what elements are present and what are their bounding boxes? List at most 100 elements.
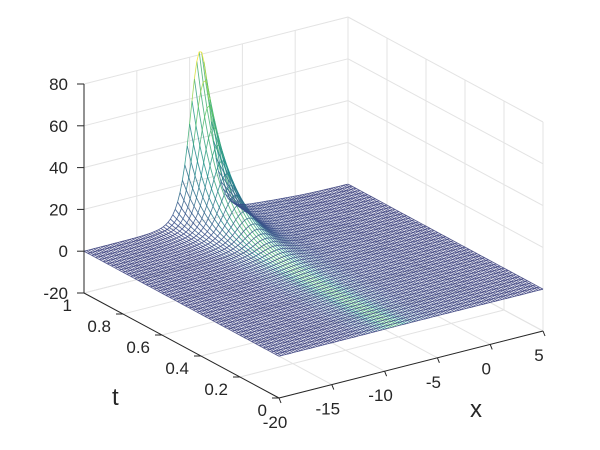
surface-segment: [276, 262, 279, 265]
surface-segment: [359, 297, 362, 299]
surface-segment: [309, 291, 313, 293]
surface-segment: [267, 348, 270, 351]
surface-segment: [391, 295, 394, 297]
surface-segment: [374, 280, 378, 282]
surface-segment: [281, 295, 285, 297]
surface-segment: [369, 260, 372, 262]
surface-segment: [421, 306, 425, 308]
surface-segment: [278, 305, 282, 308]
surface-segment: [473, 281, 476, 283]
surface-segment: [310, 287, 314, 290]
surface-segment: [321, 277, 325, 280]
surface-segment: [416, 292, 420, 294]
surface-segment: [271, 232, 275, 235]
surface-segment: [363, 249, 366, 251]
surface-segment: [308, 313, 311, 316]
surface-segment: [272, 313, 275, 315]
surface-segment: [351, 318, 355, 320]
surface-segment: [421, 315, 424, 317]
surface-segment: [398, 268, 401, 271]
surface-segment: [533, 290, 536, 292]
surface-segment: [469, 254, 472, 256]
surface-segment: [493, 278, 497, 281]
surface-segment: [519, 284, 522, 287]
surface-segment: [491, 298, 494, 300]
surface-segment: [281, 329, 284, 332]
surface-segment: [424, 231, 427, 234]
surface-segment: [398, 274, 402, 277]
surface-segment: [251, 275, 254, 277]
surface-segment: [323, 287, 327, 289]
surface-segment: [211, 273, 215, 275]
surface-segment: [231, 324, 235, 326]
surface-segment: [446, 291, 449, 293]
surface-segment: [445, 300, 449, 302]
surface-segment: [289, 254, 292, 256]
surface-segment: [427, 301, 430, 304]
surface-segment: [434, 269, 437, 271]
surface-segment: [307, 291, 310, 294]
surface-segment: [368, 220, 372, 223]
surface-segment: [246, 317, 250, 319]
surface-segment: [387, 249, 391, 252]
surface-segment: [364, 222, 367, 224]
surface-segment: [131, 262, 135, 265]
surface-segment: [129, 263, 133, 265]
surface-segment: [265, 258, 269, 261]
surface-segment: [366, 310, 370, 313]
surface-segment: [353, 311, 356, 313]
surface-segment: [460, 302, 464, 305]
surface-segment: [247, 247, 251, 251]
surface-segment: [334, 216, 337, 219]
surface-segment: [304, 292, 308, 294]
surface-segment: [247, 233, 251, 237]
surface-segment: [267, 289, 271, 292]
surface-segment: [443, 236, 446, 238]
surface-segment: [182, 284, 185, 286]
surface-segment: [267, 324, 270, 326]
surface-segment: [425, 277, 428, 280]
surface-segment: [246, 292, 250, 294]
surface-segment: [440, 236, 444, 239]
surface-segment: [157, 274, 161, 277]
surface-segment: [341, 295, 345, 297]
surface-segment: [155, 281, 159, 283]
surface-segment: [444, 312, 448, 315]
surface-segment: [206, 274, 210, 276]
surface-segment: [322, 294, 325, 296]
surface-segment: [349, 219, 352, 221]
surface-segment: [294, 323, 297, 325]
surface-segment: [402, 320, 405, 322]
surface-segment: [231, 257, 234, 259]
surface-segment: [313, 273, 317, 275]
surface-segment: [368, 230, 372, 232]
surface-segment: [462, 246, 466, 249]
surface-segment: [243, 311, 247, 313]
surface-segment: [383, 322, 387, 324]
surface-segment: [362, 318, 366, 320]
surface-segment: [313, 233, 317, 235]
surface-segment: [525, 286, 529, 288]
surface-segment: [455, 303, 459, 306]
surface-segment: [453, 289, 456, 291]
surface-segment: [194, 302, 198, 304]
surface-segment: [373, 238, 376, 240]
surface-segment: [365, 308, 368, 310]
surface-segment: [171, 264, 175, 267]
surface-segment: [422, 293, 426, 295]
surface-segment: [304, 342, 308, 344]
surface-segment: [344, 275, 348, 277]
surface-segment: [169, 296, 173, 298]
surface-segment: [350, 255, 353, 257]
surface-segment: [306, 326, 310, 328]
surface-segment: [266, 336, 269, 339]
surface-segment: [263, 259, 267, 262]
surface-segment: [242, 211, 246, 213]
surface-segment: [363, 280, 367, 282]
surface-segment: [284, 301, 288, 303]
surface-segment: [315, 286, 318, 288]
surface-segment: [452, 252, 455, 254]
surface-segment: [344, 284, 348, 287]
surface-segment: [364, 270, 367, 273]
surface-segment: [308, 304, 311, 306]
